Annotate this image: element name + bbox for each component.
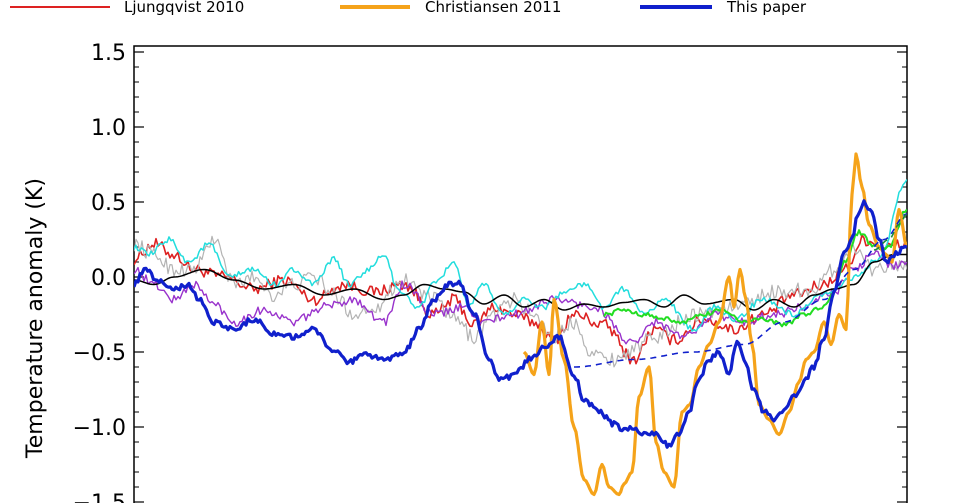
series-line-reconstruction-3	[134, 179, 907, 332]
y-tick-label: 0.0	[91, 266, 126, 291]
y-tick-label: −1.0	[73, 416, 126, 441]
y-tick-label: 0.5	[91, 191, 126, 216]
series-line-this-paper	[134, 199, 907, 449]
y-tick-label: −0.5	[73, 341, 126, 366]
series-line-reconstruction-2	[134, 250, 907, 345]
legend-label-ljungqvist: Ljungqvist 2010	[124, 0, 244, 16]
y-tick-label: 1.0	[91, 116, 126, 141]
series-line-reconstruction-1	[134, 235, 907, 368]
series-line-christiansen-2011	[522, 152, 907, 497]
legend: Ljungqvist 2010 Christiansen 2011 This p…	[10, 0, 807, 16]
legend-label-this-paper: This paper	[726, 0, 807, 16]
series-line-reconstruction-5	[603, 208, 907, 328]
legend-label-christiansen: Christiansen 2011	[425, 0, 561, 16]
plot-frame	[133, 45, 908, 503]
y-tick-label: 1.5	[91, 41, 126, 66]
series-layer	[134, 152, 907, 497]
series-line-reconstruction-4	[134, 253, 907, 311]
y-tick-label: −1.5	[73, 491, 126, 503]
y-axis-ticks: 1.5 1.0 0.5 0.0 −0.5 −1.0 −1.5	[73, 41, 907, 503]
series-line-reconstruction-8	[574, 213, 907, 368]
y-axis-title: Temperature anomaly (K)	[23, 178, 48, 459]
